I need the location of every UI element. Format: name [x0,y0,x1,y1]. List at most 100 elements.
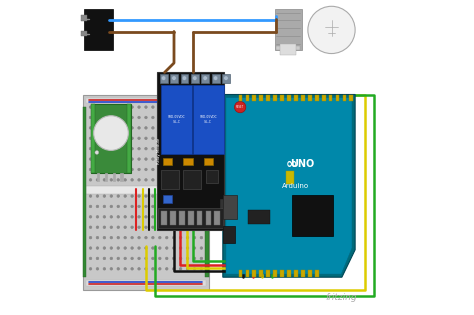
Circle shape [145,158,147,160]
Bar [84,9,112,50]
Bar [81,31,87,36]
Bar [266,270,270,277]
Circle shape [152,158,154,160]
Circle shape [193,267,196,270]
Circle shape [131,236,133,239]
Circle shape [138,195,140,197]
Circle shape [117,168,119,171]
Bar [223,195,237,219]
Circle shape [159,158,161,160]
Circle shape [110,226,113,228]
Circle shape [145,106,147,108]
Circle shape [200,168,203,171]
Circle shape [145,215,147,218]
Circle shape [200,226,203,228]
Circle shape [138,127,140,129]
Circle shape [117,179,119,181]
Circle shape [179,147,182,150]
Text: Arduino: Arduino [282,183,309,189]
Circle shape [200,127,203,129]
Bar [259,270,263,277]
Circle shape [152,127,154,129]
Circle shape [117,106,119,108]
Bar [287,270,291,277]
Circle shape [192,76,197,80]
Bar [188,211,193,225]
Circle shape [186,179,189,181]
Circle shape [152,116,154,119]
Bar [206,211,211,225]
Bar [212,74,219,83]
Circle shape [165,158,168,160]
Circle shape [117,116,119,119]
Circle shape [159,257,161,260]
Circle shape [193,257,196,260]
Circle shape [138,168,140,171]
Circle shape [124,247,127,249]
Bar [197,211,202,225]
Circle shape [103,158,106,160]
Circle shape [182,76,187,80]
Bar [120,173,123,181]
Circle shape [131,179,133,181]
Circle shape [103,168,106,171]
Circle shape [89,168,92,171]
Circle shape [96,236,99,239]
Circle shape [165,137,168,140]
Bar [280,270,284,277]
Circle shape [94,116,128,150]
Circle shape [308,6,355,54]
Circle shape [186,267,189,270]
Circle shape [110,168,113,171]
Circle shape [89,137,92,140]
Circle shape [162,76,166,80]
Circle shape [145,257,147,260]
Circle shape [103,257,106,260]
Circle shape [96,205,99,208]
Circle shape [96,179,99,181]
Bar [160,74,168,83]
Bar [162,170,179,189]
Circle shape [179,195,182,197]
Circle shape [138,226,140,228]
Circle shape [152,215,154,218]
Bar [181,74,189,83]
Bar [91,104,95,173]
Circle shape [103,236,106,239]
Circle shape [186,168,189,171]
Bar [286,171,294,184]
Circle shape [89,267,92,270]
Circle shape [110,137,113,140]
Circle shape [173,179,175,181]
Circle shape [173,106,175,108]
Circle shape [110,106,113,108]
Bar [280,44,296,55]
Bar [113,173,115,181]
Circle shape [124,257,127,260]
Circle shape [152,226,154,228]
Circle shape [117,158,119,160]
Circle shape [152,179,154,181]
Circle shape [131,205,133,208]
Text: RESET: RESET [236,105,244,109]
Circle shape [124,195,127,197]
Bar [301,94,305,101]
Circle shape [110,267,113,270]
Circle shape [193,236,196,239]
Circle shape [179,127,182,129]
Circle shape [165,205,168,208]
Circle shape [179,137,182,140]
Circle shape [89,247,92,249]
Text: SRD-05VDC
-SL-C: SRD-05VDC -SL-C [200,115,217,124]
Circle shape [103,205,106,208]
Bar [248,209,270,224]
Bar [294,94,298,101]
Circle shape [103,127,106,129]
Circle shape [131,215,133,218]
Bar [82,107,86,277]
Bar [328,94,332,101]
Bar [322,94,326,101]
Circle shape [110,158,113,160]
Circle shape [200,236,203,239]
Bar [280,94,284,101]
